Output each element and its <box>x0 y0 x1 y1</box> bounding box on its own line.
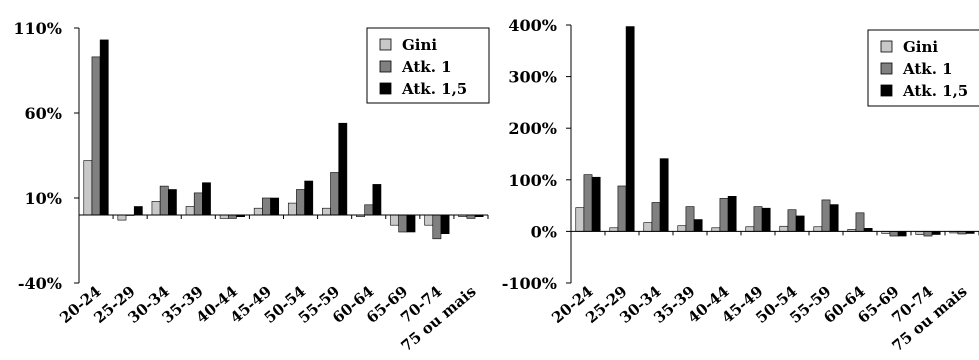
bar-atk-1-40-44 <box>227 214 237 219</box>
bar-atk-1-5-70-74 <box>440 214 450 235</box>
bar-gini-35-39 <box>677 225 687 232</box>
bar-atk-1-5-30-34 <box>659 158 669 232</box>
bar-atk-1-5-60-64 <box>372 184 382 216</box>
legend-swatch <box>880 84 893 97</box>
chart-panel-2: 400%300%200%100%0%-100%20-2425-2930-3435… <box>502 16 979 355</box>
bar-gini-45-49 <box>745 226 755 232</box>
y-tick-label: 10% <box>25 189 62 208</box>
bar-atk-1-5-35-39 <box>202 182 211 216</box>
bar-gini-65-69 <box>390 214 399 226</box>
y-tick-label: -40% <box>18 274 62 293</box>
legend-swatch <box>379 82 392 95</box>
bar-gini-25-29 <box>609 227 619 232</box>
legend-swatch <box>379 38 392 51</box>
bar-atk-1-65-69 <box>398 214 408 233</box>
legend: Gini Atk. 1 Atk. 1,5 <box>867 29 979 107</box>
bar-atk-1-70-74 <box>923 231 933 237</box>
legend-label: Atk. 1 <box>401 58 452 76</box>
bar-gini-30-34 <box>151 201 161 216</box>
bar-atk-1-35-39 <box>685 206 695 232</box>
y-tick-label: 60% <box>25 104 62 123</box>
bar-gini-40-44 <box>711 227 721 232</box>
bar-atk-1-45-49 <box>262 197 271 216</box>
legend-label: Gini <box>903 38 938 56</box>
legend-label: Atk. 1 <box>902 60 953 78</box>
bar-atk-1-5-20-24 <box>99 39 109 216</box>
bar-atk-1-70-74 <box>432 214 442 240</box>
bar-atk-1-5-35-39 <box>693 219 703 232</box>
bar-atk-1-5-45-49 <box>761 207 771 232</box>
legend-swatch <box>379 60 392 73</box>
bar-gini-20-24 <box>83 160 93 216</box>
bar-gini-55-59 <box>813 226 823 232</box>
bar-atk-1-60-64 <box>364 204 374 216</box>
bar-atk-1-5-55-59 <box>829 204 839 232</box>
bar-atk-1-5-50-54 <box>304 180 314 216</box>
bar-atk-1-50-54 <box>296 189 305 216</box>
bar-atk-1-5-40-44 <box>727 196 737 232</box>
y-tick-label: 100% <box>508 171 557 190</box>
bar-atk-1-30-34 <box>651 202 661 232</box>
bar-atk-1-55-59 <box>821 199 831 232</box>
bar-atk-1-55-59 <box>330 172 340 216</box>
bar-atk-1-5-25-29 <box>625 26 635 232</box>
bar-atk-1-5-30-34 <box>168 189 177 216</box>
y-tick-label: 300% <box>508 68 557 87</box>
legend-label: Atk. 1,5 <box>902 82 968 100</box>
bar-atk-1-20-24 <box>91 56 101 216</box>
bar-atk-1-5-55-59 <box>338 122 348 216</box>
bar-gini-30-34 <box>643 222 653 232</box>
legend-swatch <box>880 62 893 75</box>
bar-gini-20-24 <box>575 207 585 232</box>
bar-atk-1-5-20-24 <box>591 176 601 232</box>
bar-atk-1-75-ou-mais <box>466 214 476 219</box>
bar-gini-70-74 <box>424 214 434 226</box>
chart-panel-1: 110%60%10%-40%20-2425-2930-3435-3940-444… <box>13 19 490 355</box>
y-tick-label: 110% <box>13 19 62 38</box>
y-tick-label: 0% <box>531 222 557 241</box>
bar-atk-1-50-54 <box>787 209 797 232</box>
bar-gini-50-54 <box>779 225 789 232</box>
bar-atk-1-5-65-69 <box>406 214 416 233</box>
bar-atk-1-5-50-54 <box>795 215 805 232</box>
bar-atk-1-20-24 <box>583 174 593 232</box>
bar-atk-1-5-45-49 <box>270 197 280 216</box>
bar-gini-50-54 <box>287 202 297 216</box>
bar-atk-1-45-49 <box>753 206 763 232</box>
y-tick-label: 400% <box>508 16 557 35</box>
y-tick-label: 200% <box>508 119 557 138</box>
bar-atk-1-5-25-29 <box>133 206 143 216</box>
legend: Gini Atk. 1 Atk. 1,5 <box>366 27 490 104</box>
bar-atk-1-5-65-69 <box>897 231 907 237</box>
legend-label: Atk. 1,5 <box>401 80 467 98</box>
legend-swatch <box>880 40 893 53</box>
bar-atk-1-35-39 <box>193 192 203 216</box>
bar-gini-40-44 <box>219 214 229 219</box>
bar-gini-55-59 <box>322 207 331 216</box>
bar-atk-1-40-44 <box>719 198 729 232</box>
bar-gini-45-49 <box>253 207 263 216</box>
bar-gini-35-39 <box>185 206 195 216</box>
bar-gini-25-29 <box>117 214 127 221</box>
bar-atk-1-25-29 <box>617 185 627 232</box>
y-tick-label: -100% <box>502 274 557 293</box>
bar-atk-1-65-69 <box>889 231 899 237</box>
bar-atk-1-30-34 <box>159 185 169 216</box>
bar-atk-1-60-64 <box>855 212 865 232</box>
legend-label: Gini <box>402 36 437 54</box>
